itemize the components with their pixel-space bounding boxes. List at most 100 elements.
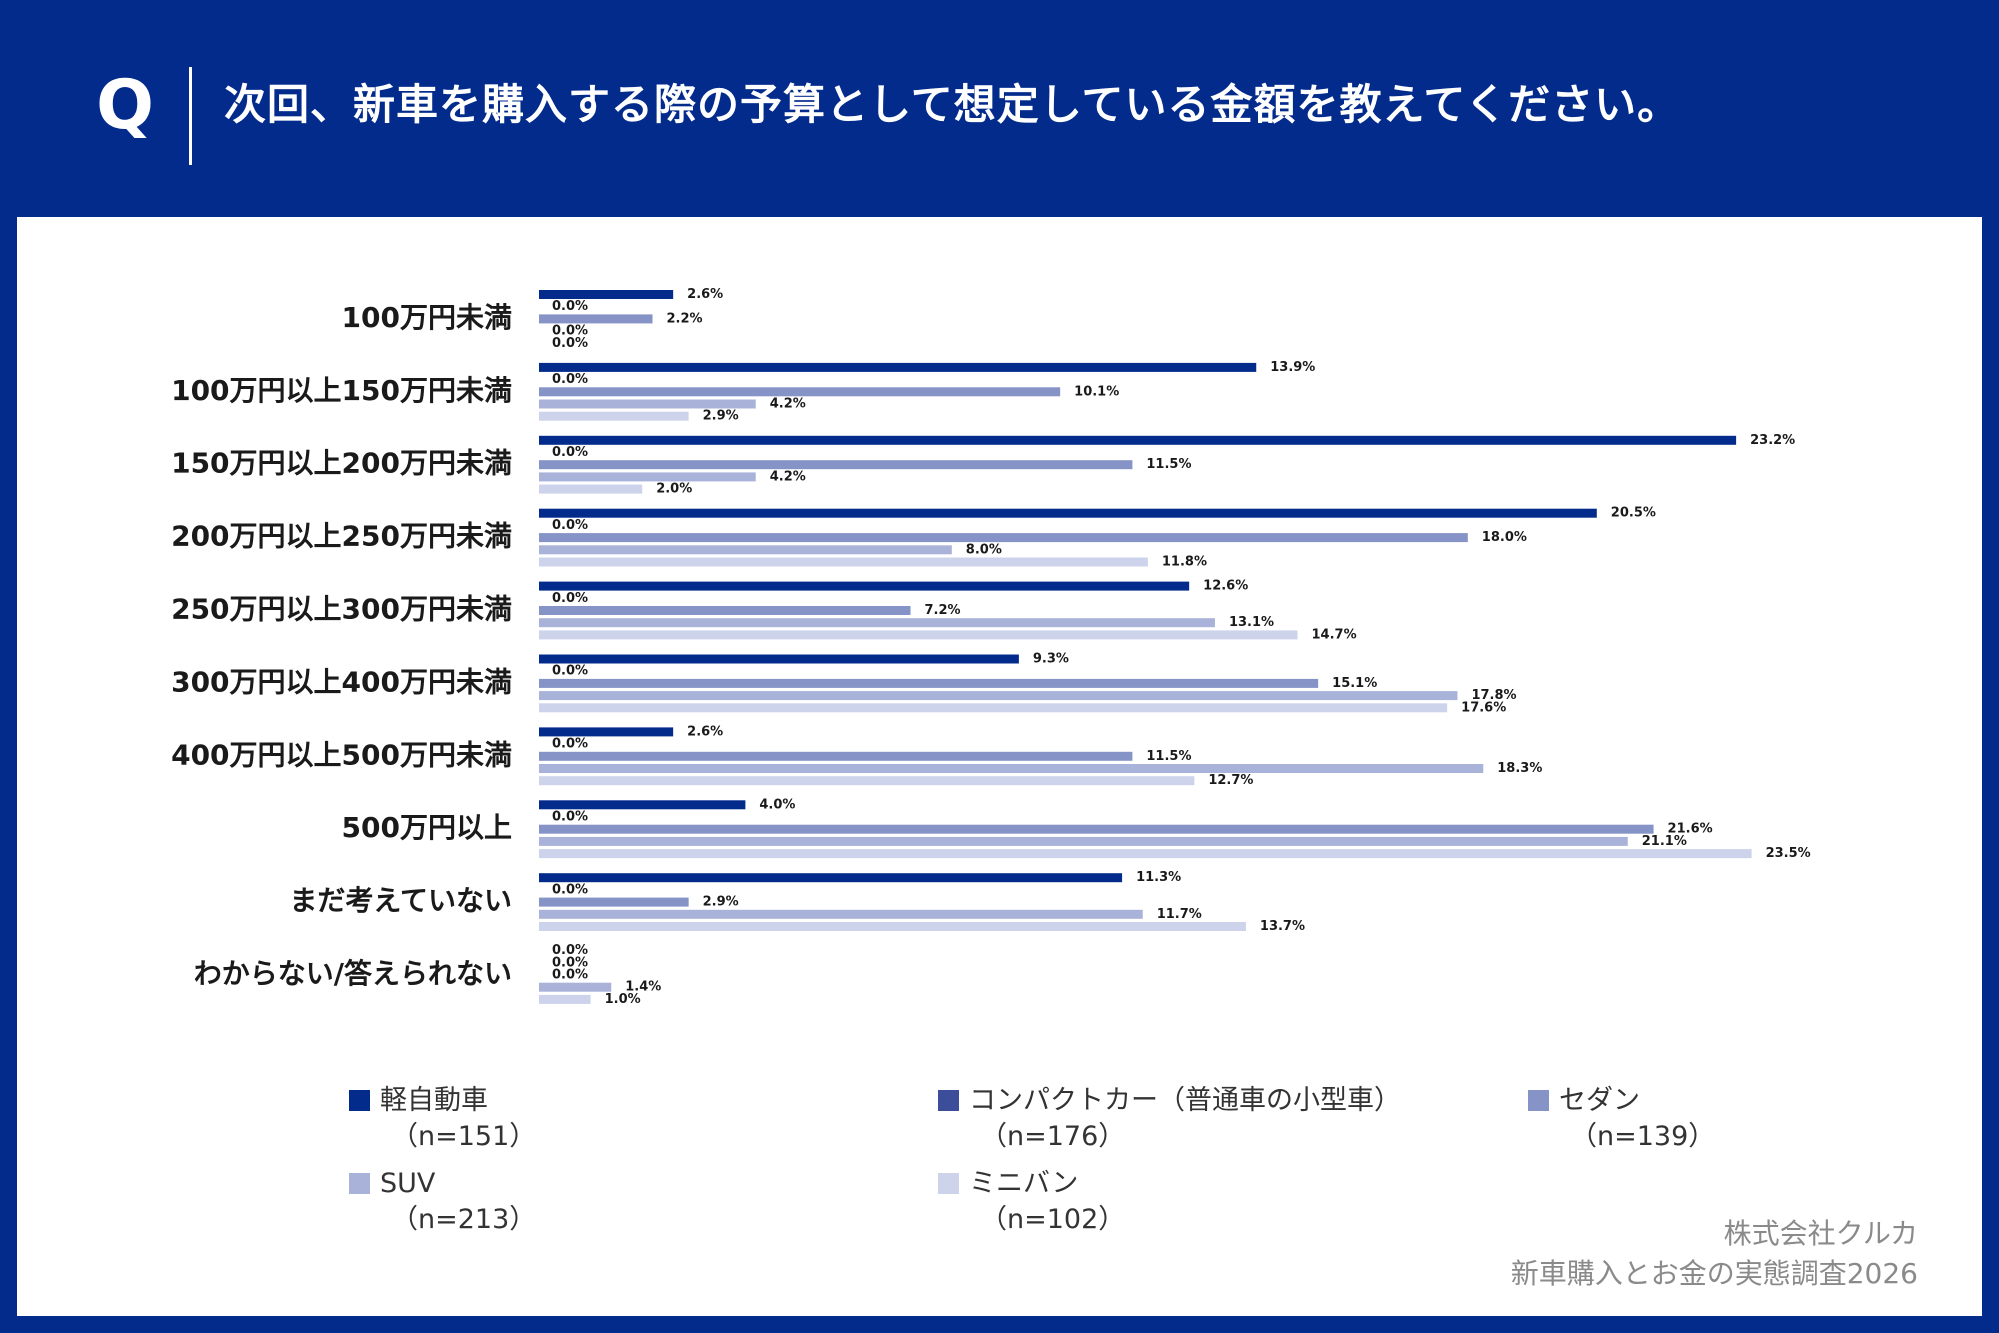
bar	[539, 630, 1298, 640]
bar	[539, 727, 674, 737]
data-label: 18.0%	[1482, 530, 1527, 545]
category-label: まだ考えていない	[289, 884, 512, 917]
data-label: 0.0%	[552, 943, 588, 958]
data-label: 12.7%	[1208, 773, 1253, 788]
category-label: わからない/答えられない	[194, 957, 512, 990]
bar	[539, 508, 1597, 518]
bar	[539, 909, 1143, 919]
category-label: 150万円以上200万円未満	[171, 447, 512, 480]
bar	[539, 678, 1319, 688]
data-label: 0.0%	[552, 372, 588, 387]
data-label: 0.0%	[552, 664, 588, 679]
data-label: 4.2%	[770, 397, 806, 412]
bar	[539, 606, 911, 615]
legend-series-name: ミニバン	[969, 1168, 1079, 1199]
data-label: 9.3%	[1033, 652, 1069, 667]
bar	[539, 290, 674, 299]
bar	[539, 411, 689, 421]
bar	[539, 836, 1628, 846]
data-label: 13.1%	[1229, 615, 1274, 630]
data-label: 0.0%	[552, 336, 588, 351]
category-label: 400万円以上500万円未満	[171, 738, 512, 771]
header-divider	[189, 67, 192, 165]
chart-panel: 100万円未満 2.6% 0.0% 2.2% 0.0% 0.0% 100万円以上150万円未…	[17, 217, 1982, 1316]
data-label: 15.1%	[1332, 676, 1377, 691]
legend-series-name: コンパクトカー（普通車の小型車）	[969, 1085, 1401, 1116]
category-label: 100万円未満	[342, 301, 512, 334]
data-label: 0.0%	[552, 955, 588, 970]
bar	[539, 982, 612, 992]
bar	[539, 776, 1195, 786]
data-label: 13.9%	[1270, 360, 1315, 375]
bar	[539, 533, 1468, 543]
legend-swatch	[1528, 1090, 1549, 1111]
data-label: 0.0%	[552, 882, 588, 897]
category-label: 500万円以上	[342, 811, 512, 844]
data-label: 1.4%	[625, 980, 661, 995]
bar	[539, 545, 952, 555]
data-label: 11.7%	[1157, 907, 1202, 922]
data-label: 18.3%	[1497, 761, 1542, 776]
legend-sample-size: （n=176）	[980, 1121, 1126, 1152]
data-label: 2.9%	[703, 895, 739, 910]
question-header: Q 次回、新車を購入する際の予算として想定している金額を教えてください。	[0, 0, 1999, 217]
bar	[539, 897, 689, 907]
data-label: 23.2%	[1750, 433, 1795, 448]
source-company: 株式会社クルカ	[1723, 1217, 1918, 1250]
bar	[539, 849, 1752, 859]
source-survey: 新車購入とお金の実態調査2026	[1510, 1257, 1918, 1290]
data-label: 17.6%	[1461, 700, 1506, 715]
data-label: 7.2%	[925, 603, 961, 618]
data-label: 12.6%	[1203, 579, 1248, 594]
legend-swatch	[938, 1090, 959, 1111]
bar	[539, 618, 1215, 628]
data-label: 0.0%	[552, 968, 588, 983]
legend-sample-size: （n=213）	[391, 1204, 537, 1235]
data-label: 2.6%	[687, 287, 723, 302]
bar-chart: 100万円未満2.6%0.0%2.2%0.0%0.0%100万円以上150万円未…	[171, 287, 1811, 1007]
bar	[539, 460, 1133, 470]
data-label: 0.0%	[552, 810, 588, 825]
legend-sample-size: （n=139）	[1570, 1121, 1716, 1152]
data-label: 0.0%	[552, 324, 588, 339]
legend-swatch	[349, 1173, 370, 1194]
bar	[539, 824, 1654, 834]
legend-swatch	[349, 1090, 370, 1111]
data-label: 23.5%	[1766, 846, 1811, 861]
data-label: 2.2%	[667, 311, 703, 326]
data-label: 11.5%	[1146, 457, 1191, 472]
data-label: 0.0%	[552, 737, 588, 752]
bar	[539, 399, 756, 409]
bar	[539, 703, 1448, 713]
legend-sample-size: （n=151）	[391, 1121, 537, 1152]
bar	[539, 800, 746, 810]
data-label: 0.0%	[552, 591, 588, 606]
data-label: 20.5%	[1611, 506, 1656, 521]
bar	[539, 484, 643, 494]
bar	[539, 922, 1246, 931]
bar	[539, 581, 1190, 591]
data-label: 11.5%	[1146, 749, 1191, 764]
legend-sample-size: （n=102）	[980, 1204, 1126, 1235]
data-label: 10.1%	[1074, 384, 1119, 399]
data-label: 0.0%	[552, 445, 588, 460]
category-label: 100万円以上150万円未満	[171, 374, 512, 407]
bar	[539, 472, 756, 482]
data-label: 21.1%	[1642, 834, 1687, 849]
legend-series-name: セダン	[1559, 1085, 1640, 1116]
category-label: 250万円以上300万円未満	[171, 593, 512, 626]
bar	[539, 654, 1019, 664]
data-label: 8.0%	[966, 542, 1002, 557]
data-label: 1.0%	[605, 992, 641, 1007]
data-label: 14.7%	[1312, 627, 1357, 642]
category-label: 200万円以上250万円未満	[171, 520, 512, 553]
bar	[539, 873, 1123, 883]
bar	[539, 751, 1133, 761]
data-label: 21.6%	[1668, 822, 1713, 837]
data-label: 4.0%	[759, 797, 795, 812]
bar	[539, 764, 1484, 773]
chart-legend: 軽自動車 （n=151） コンパクトカー（普通車の小型車） （n=176） セダン （n=…	[17, 217, 1982, 1316]
data-label: 2.0%	[656, 482, 692, 497]
data-label: 17.8%	[1471, 688, 1516, 703]
bar	[539, 362, 1257, 372]
